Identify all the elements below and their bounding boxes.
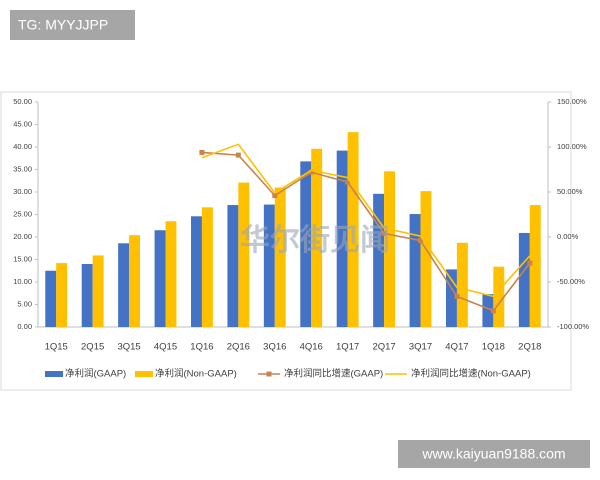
bar	[373, 193, 385, 327]
y2-tick-label: 50.00%	[557, 187, 583, 196]
bar	[92, 255, 104, 327]
x-tick-label: 2Q16	[227, 342, 250, 353]
legend-label: 净利润(Non-GAAP)	[155, 368, 237, 380]
marker	[235, 152, 241, 158]
bar	[456, 242, 468, 327]
y-tick-label: 20.00	[13, 232, 32, 241]
marker	[308, 169, 314, 175]
marker	[199, 149, 205, 155]
bar	[227, 205, 239, 327]
bar	[81, 264, 93, 327]
bar	[129, 235, 140, 327]
x-tick-label: 3Q16	[263, 342, 286, 353]
x-tick-label: 2Q15	[81, 342, 104, 353]
marker	[345, 179, 351, 185]
x-tick-label: 4Q16	[300, 342, 323, 353]
bar	[420, 191, 432, 327]
bar	[336, 150, 348, 327]
bar	[529, 205, 541, 327]
bar	[518, 232, 530, 327]
site-text: www.kaiyuan9188.com	[421, 446, 565, 462]
plot: 0.00 5.00 10.00 15.00 20.00 25.00 30.00 35.00 40…	[13, 97, 589, 380]
x-tick-label: 4Q17	[445, 342, 468, 353]
y-tick-label: 30.00	[13, 187, 32, 196]
y-tick-label: 25.00	[13, 209, 32, 218]
bar	[384, 171, 395, 327]
marker	[490, 308, 496, 314]
bar	[274, 187, 286, 327]
y2-tick-label: 100.00%	[557, 142, 587, 151]
x-tick-label: 2Q17	[372, 342, 395, 353]
y-tick-label: 35.00	[13, 164, 32, 173]
y2-tick-label: -100.00%	[557, 322, 589, 331]
bar	[446, 269, 457, 327]
bar	[482, 294, 494, 327]
line	[201, 151, 531, 312]
marker	[381, 230, 387, 236]
y-tick-label: 15.00	[13, 254, 32, 263]
x-tick-label: 2Q18	[518, 342, 541, 353]
bar	[154, 230, 166, 327]
marker	[272, 193, 278, 199]
bar	[118, 243, 130, 327]
legend-label: 净利润同比增速(GAAP)	[284, 368, 383, 380]
legend-swatch	[135, 371, 153, 377]
x-tick-label: 3Q15	[117, 342, 140, 353]
x-tick-label: 1Q18	[482, 342, 505, 353]
watermark: 华尔街见闻	[240, 224, 390, 257]
legend-marker	[266, 371, 272, 377]
bar	[165, 221, 177, 327]
y-tick-label: 0.00	[17, 322, 32, 331]
y2-tick-label: -50.00%	[557, 277, 585, 286]
bar	[409, 214, 421, 327]
tag-box	[10, 10, 135, 40]
legend-label: 净利润(GAAP)	[65, 368, 126, 380]
marker	[418, 238, 423, 244]
bar	[311, 148, 323, 327]
bar	[238, 182, 250, 327]
bar	[45, 270, 57, 327]
legend-label: 净利润同比增速(Non-GAAP)	[411, 368, 531, 380]
site-box	[398, 440, 590, 468]
x-tick-label: 4Q15	[154, 342, 177, 353]
x-tick-label: 1Q15	[45, 342, 68, 353]
tag-text: TG: MYYJJPP	[18, 17, 108, 33]
line	[201, 143, 531, 298]
y-tick-label: 5.00	[17, 299, 32, 308]
legend-swatch	[45, 371, 63, 377]
bar	[347, 132, 359, 327]
chart-frame	[0, 91, 572, 391]
y2-tick-label: 0.00%	[557, 232, 579, 241]
x-tick-label: 1Q17	[336, 342, 359, 353]
y2-tick-label: 150.00%	[557, 97, 587, 106]
y-tick-label: 50.00	[13, 97, 32, 106]
x-tick-label: 3Q17	[409, 342, 432, 353]
y-tick-label: 45.00	[13, 119, 32, 128]
bar	[493, 266, 505, 327]
y-tick-label: 10.00	[13, 277, 32, 286]
bar	[56, 263, 68, 327]
bar	[263, 204, 275, 327]
bar	[201, 207, 213, 327]
bar	[191, 216, 202, 327]
bar	[300, 161, 312, 327]
marker	[454, 293, 460, 299]
x-tick-label: 1Q16	[190, 342, 213, 353]
marker	[527, 260, 533, 266]
y-tick-label: 40.00	[13, 142, 32, 151]
